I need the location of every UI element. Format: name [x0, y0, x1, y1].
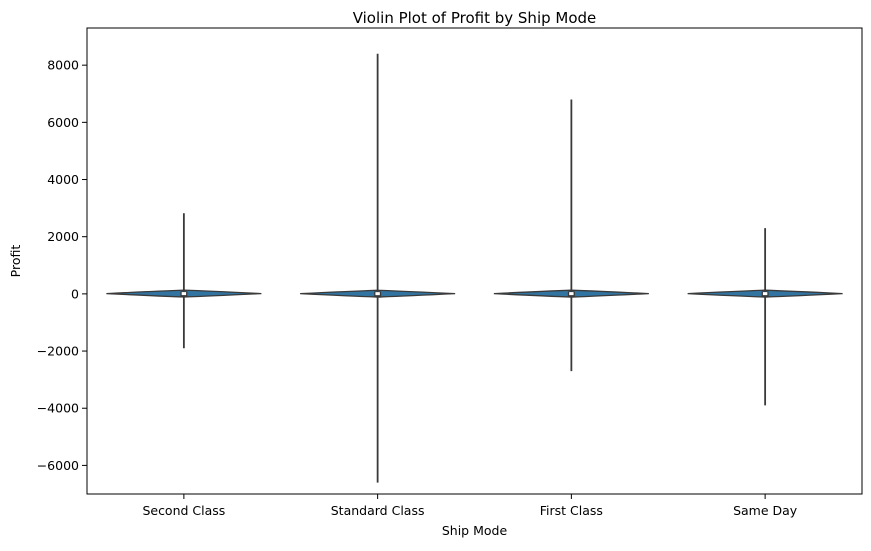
y-tick-label: 0	[71, 286, 79, 301]
violins	[106, 53, 843, 483]
x-axis: Second Class Standard Class First Class Sam…	[142, 494, 798, 518]
y-tick-label: 6000	[47, 115, 79, 130]
y-axis-label: Profit	[8, 245, 23, 278]
x-axis-label: Ship Mode	[442, 523, 508, 538]
violin	[300, 53, 456, 483]
violin	[106, 213, 262, 349]
violin-median-marker	[569, 292, 574, 296]
x-tick-label: Standard Class	[331, 503, 425, 518]
x-tick-label: Second Class	[142, 503, 225, 518]
violin	[493, 99, 649, 372]
violin-median-marker	[181, 292, 187, 296]
violin-median-marker	[762, 292, 768, 296]
plot-area	[86, 27, 863, 495]
x-tick-label: Same Day	[733, 503, 798, 518]
chart-title: Violin Plot of Profit by Ship Mode	[353, 9, 597, 27]
x-tick-label: First Class	[540, 503, 603, 518]
y-tick-label: −2000	[37, 344, 79, 359]
y-tick-label: 2000	[47, 229, 79, 244]
y-tick-label: −4000	[37, 401, 79, 416]
violin-median-marker	[375, 292, 380, 296]
violin	[687, 228, 843, 406]
y-tick-label: 4000	[47, 172, 79, 187]
y-tick-label: −6000	[37, 458, 79, 473]
y-tick-label: 8000	[47, 58, 79, 73]
y-axis: −6000 −4000 −2000 0 2000 4000 6000 8000	[37, 58, 87, 473]
